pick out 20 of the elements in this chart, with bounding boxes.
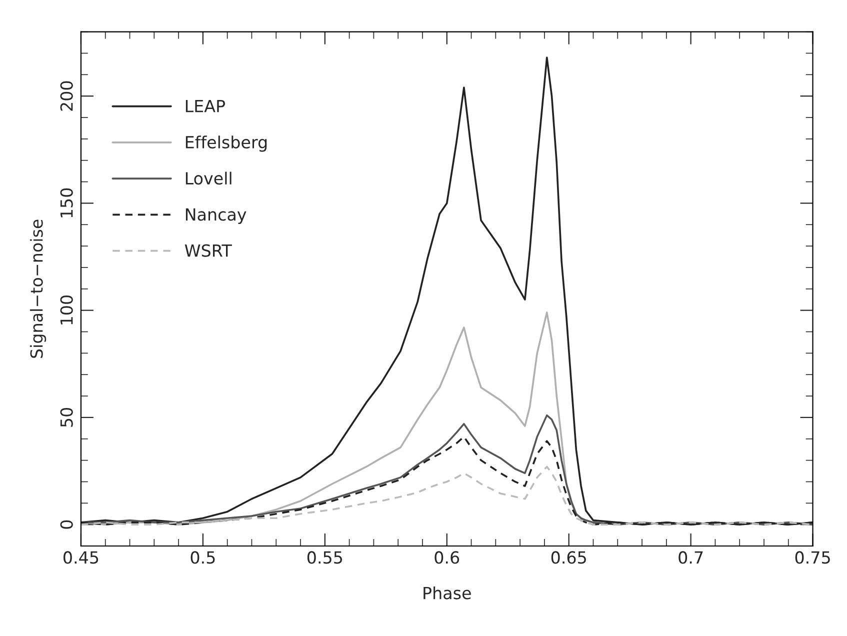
x-tick-label: 0.45 — [64, 551, 98, 564]
legend-label: Effelsberg — [186, 136, 267, 152]
x-tick-label: 0.7 — [678, 551, 703, 564]
x-tick-label: 0.6 — [434, 551, 460, 564]
x-tick-label: 0.65 — [551, 551, 586, 564]
x-tick-label: 0.55 — [307, 551, 342, 564]
legend-label: LEAP — [186, 100, 226, 112]
line-series — [80, 414, 813, 526]
y-tick-label: 150 — [60, 188, 73, 218]
x-tick-label: 0.5 — [190, 551, 215, 564]
y-axis-title: Signal−to−noise — [30, 220, 46, 358]
y-tick-label: 50 — [60, 408, 73, 427]
legend-label: WSRT — [184, 244, 232, 257]
y-tick-label: 0 — [60, 520, 73, 529]
y-tick-label: 200 — [60, 81, 73, 111]
x-tick-label: 0.75 — [795, 551, 830, 564]
y-tick-label: 100 — [60, 296, 73, 324]
legend-label: Lovell — [186, 172, 232, 185]
x-axis-title: Phase — [424, 586, 471, 600]
legend-label: Nancay — [186, 208, 246, 224]
